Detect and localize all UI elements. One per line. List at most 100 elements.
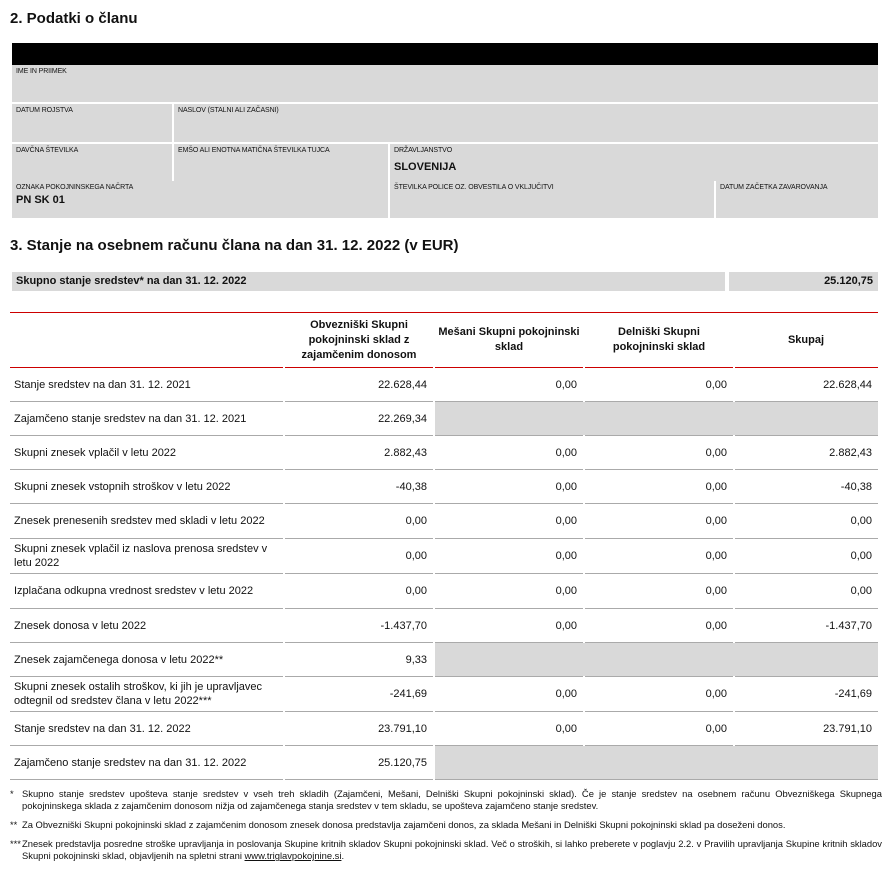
footnote-1: * Skupno stanje sredstev upošteva stanje… <box>10 788 882 812</box>
header-empty <box>10 313 284 368</box>
footnote-2: ** Za Obvezniški Skupni pokojninski skla… <box>10 819 882 831</box>
value-cell: 0,00 <box>434 367 585 402</box>
value-cell: 0,00 <box>584 367 735 402</box>
table-row: Zajamčeno stanje sredstev na dan 31. 12.… <box>10 401 878 436</box>
table-row: Stanje sredstev na dan 31. 12. 2021 22.62… <box>10 367 878 402</box>
table-row: Skupni znesek vstopnih stroškov v letu 2… <box>10 469 878 504</box>
value-cell: -40,38 <box>284 469 435 504</box>
name-cell: IME IN PRIIMEK <box>12 65 878 102</box>
header-col-1: Obvezniški Skupni pokojninski sklad z za… <box>301 318 417 361</box>
table-row: Znesek prenesenih sredstev med skladi v … <box>10 503 878 539</box>
table-row: Izplačana odkupna vrednost sredstev v le… <box>10 573 878 609</box>
citizenship-value: SLOVENIJA <box>394 161 457 173</box>
value-cell: 0,00 <box>584 503 735 539</box>
value-cell: 0,00 <box>850 515 872 527</box>
header-col-2: Mešani Skupni pokojninski sklad <box>438 326 580 353</box>
footnotes: * Skupno stanje sredstev upošteva stanje… <box>10 788 882 869</box>
value-cell: 0,00 <box>584 608 735 643</box>
address-cell: NASLOV (STALNI ALI ZAČASNI) <box>174 104 878 142</box>
summary-label-cell: Skupno stanje sredstev* na dan 31. 12. 2… <box>12 272 725 291</box>
start-date-cell: DATUM ZAČETKA ZAVAROVANJA <box>716 181 878 218</box>
empty-cell <box>584 642 734 677</box>
address-label: NASLOV (STALNI ALI ZAČASNI) <box>178 107 279 114</box>
value-cell: 22.269,34 <box>284 401 435 436</box>
value-cell: 0,00 <box>584 435 735 470</box>
emso-label: EMŠO ALI ENOTNA MATIČNA ŠTEVILKA TUJCA <box>178 147 330 154</box>
value-cell: 22.628,44 <box>284 367 435 402</box>
tax-label: DAVČNA ŠTEVILKA <box>16 147 79 154</box>
value-cell: 0,00 <box>284 503 435 539</box>
policy-cell: ŠTEVILKA POLICE OZ. OBVESTILA O VKLJUČIT… <box>390 181 714 218</box>
value-cell: 23.791,10 <box>284 711 435 746</box>
table-row: Skupni znesek ostalih stroškov, ki jih j… <box>10 676 878 712</box>
name-label: IME IN PRIIMEK <box>16 68 67 75</box>
value-cell: 0,00 <box>584 711 735 746</box>
value-cell: 25.120,75 <box>284 745 435 780</box>
footnote-3-text: Znesek predstavlja posredne stroške upra… <box>22 838 882 861</box>
empty-cell <box>734 401 878 436</box>
row-label: Skupni znesek ostalih stroškov, ki jih j… <box>10 676 285 712</box>
row-label: Znesek zajamčenega donosa v letu 2022** <box>10 642 285 677</box>
value-cell: 0,00 <box>434 711 585 746</box>
table-row: Znesek donosa v letu 2022 -1.437,70 0,00 0,… <box>10 608 878 643</box>
citizenship-cell: DRŽAVLJANSTVO SLOVENIJA <box>390 144 878 181</box>
footnote-3-body: Znesek predstavlja posredne stroške upra… <box>22 838 882 862</box>
value-cell: -40,38 <box>840 480 872 493</box>
policy-label: ŠTEVILKA POLICE OZ. OBVESTILA O VKLJUČIT… <box>394 184 554 191</box>
website-link[interactable]: www.triglavpokojnine.si <box>244 850 342 861</box>
footnote-1-mark: * <box>10 788 14 799</box>
start-date-label: DATUM ZAČETKA ZAVAROVANJA <box>720 184 828 191</box>
value-cell: 0,00 <box>284 538 435 574</box>
footnote-3-mark: *** <box>10 838 21 849</box>
empty-cell <box>434 642 584 677</box>
table-row: Znesek zajamčenega donosa v letu 2022** 9… <box>10 642 878 677</box>
row-label: Zajamčeno stanje sredstev na dan 31. 12.… <box>10 745 285 780</box>
value-cell: 2.882,43 <box>284 435 435 470</box>
table-row: Skupni znesek vplačil v letu 2022 2.882,4… <box>10 435 878 470</box>
section-2-title: 2. Podatki o članu <box>10 10 138 27</box>
summary-value: 25.120,75 <box>824 275 873 287</box>
header-col-4: Skupaj <box>787 333 825 346</box>
empty-cell <box>734 642 878 677</box>
footnote-2-mark: ** <box>10 819 18 830</box>
footnote-3-tail: . <box>341 850 345 861</box>
table-header-row: Obvezniški Skupni pokojninski sklad z za… <box>10 312 878 368</box>
value-cell: 22.628,44 <box>823 378 872 391</box>
value-cell: -241,69 <box>834 688 872 700</box>
tax-cell: DAVČNA ŠTEVILKA <box>12 144 172 181</box>
value-cell: 0,00 <box>584 538 735 574</box>
empty-cell <box>434 745 584 780</box>
value-cell: 9,33 <box>284 642 435 677</box>
empty-cell <box>734 745 878 780</box>
value-cell: 0,00 <box>584 469 735 504</box>
summary-label: Skupno stanje sredstev* na dan 31. 12. 2… <box>16 275 247 287</box>
row-label: Skupni znesek vstopnih stroškov v letu 2… <box>10 469 285 504</box>
value-cell: 0,00 <box>284 573 435 609</box>
table-row: Stanje sredstev na dan 31. 12. 2022 23.79… <box>10 711 878 746</box>
value-cell: 0,00 <box>434 676 585 712</box>
citizenship-label: DRŽAVLJANSTVO <box>394 147 453 154</box>
row-label: Znesek prenesenih sredstev med skladi v … <box>10 503 285 539</box>
value-cell: -241,69 <box>284 676 435 712</box>
row-label: Skupni znesek vplačil iz naslova prenosa… <box>10 538 285 574</box>
balance-table: Obvezniški Skupni pokojninski sklad z za… <box>10 312 878 780</box>
value-cell: -1.437,70 <box>284 608 435 643</box>
footnote-3: *** Znesek predstavlja posredne stroške … <box>10 838 882 862</box>
birth-cell: DATUM ROJSTVA <box>12 104 172 142</box>
value-cell: 0,00 <box>434 469 585 504</box>
row-label: Stanje sredstev na dan 31. 12. 2022 <box>10 711 285 746</box>
value-cell: 0,00 <box>434 608 585 643</box>
value-cell: 0,00 <box>850 585 872 597</box>
empty-cell <box>584 401 734 436</box>
value-cell: 0,00 <box>850 550 872 562</box>
row-label: Znesek donosa v letu 2022 <box>10 608 285 643</box>
value-cell: 0,00 <box>434 538 585 574</box>
value-cell: 0,00 <box>584 676 735 712</box>
row-label: Zajamčeno stanje sredstev na dan 31. 12.… <box>10 401 285 436</box>
value-cell: 0,00 <box>434 573 585 609</box>
row-label: Stanje sredstev na dan 31. 12. 2021 <box>10 367 285 402</box>
value-cell: 2.882,43 <box>829 446 872 459</box>
plan-label: OZNAKA POKOJNINSKEGA NAČRTA <box>16 184 134 191</box>
birth-label: DATUM ROJSTVA <box>16 107 73 114</box>
footnote-2-text: Za Obvezniški Skupni pokojninski sklad z… <box>22 819 786 830</box>
